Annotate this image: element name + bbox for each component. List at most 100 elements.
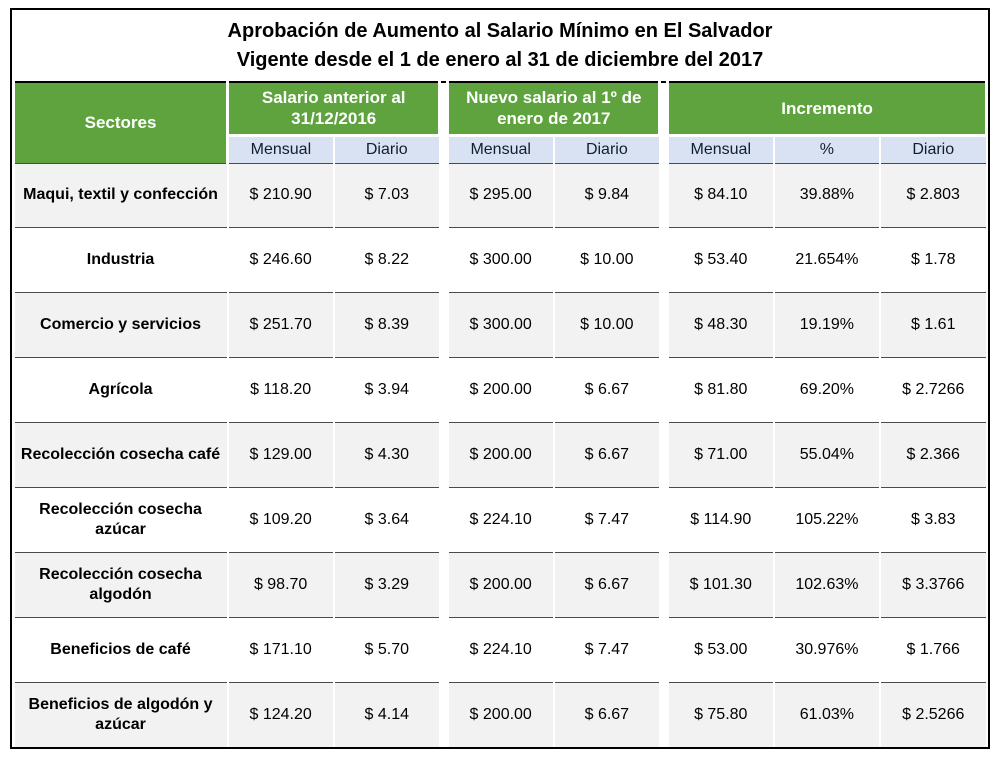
cell-anterior-mensual: $ 118.20: [226, 357, 335, 423]
cell-nuevo-mensual: $ 200.00: [446, 552, 555, 618]
cell-incremento-diario: $ 3.83: [878, 487, 988, 553]
column-spacer: [439, 682, 448, 747]
cell-incremento-diario: $ 2.366: [878, 422, 988, 488]
cell-anterior-mensual: $ 109.20: [226, 487, 335, 553]
cell-anterior-mensual: $ 124.20: [226, 682, 335, 747]
column-spacer: [439, 552, 448, 618]
sector-name: Comercio y servicios: [12, 292, 229, 359]
title-row: Aprobación de Aumento al Salario Mínimo …: [13, 10, 987, 83]
column-spacer: [659, 163, 668, 228]
cell-anterior-mensual: $ 246.60: [226, 227, 335, 294]
subheader-incremento-mensual: Mensual: [666, 135, 775, 164]
cell-nuevo-diario: $ 10.00: [552, 227, 661, 294]
cell-nuevo-mensual: $ 200.00: [446, 682, 555, 747]
table-row: Recolección cosecha algodón $ 98.70 $ 3.…: [12, 552, 988, 618]
sector-name: Beneficios de algodón y azúcar: [12, 682, 229, 747]
cell-nuevo-diario: $ 10.00: [552, 292, 661, 359]
sector-name: Recolección cosecha algodón: [12, 552, 229, 618]
cell-incremento-diario: $ 3.3766: [878, 552, 988, 618]
table-row: Maqui, textil y confección $ 210.90 $ 7.…: [12, 163, 988, 229]
cell-incremento-pct: 61.03%: [772, 682, 881, 747]
column-spacer: [439, 617, 448, 682]
subheader-incremento-pct: %: [772, 135, 881, 164]
table-row: Recolección cosecha azúcar $ 109.20 $ 3.…: [12, 487, 988, 553]
cell-nuevo-mensual: $ 224.10: [446, 617, 555, 683]
cell-incremento-diario: $ 1.61: [878, 292, 988, 359]
cell-incremento-mensual: $ 84.10: [666, 163, 775, 229]
header-sectores: Sectores: [11, 82, 230, 164]
cell-nuevo-mensual: $ 224.10: [446, 487, 555, 553]
cell-nuevo-mensual: $ 300.00: [446, 227, 555, 294]
cell-anterior-mensual: $ 251.70: [226, 292, 335, 359]
table-title: Aprobación de Aumento al Salario Mínimo …: [13, 10, 987, 83]
sector-name: Industria: [12, 227, 229, 294]
group-header-row: Sectores Salario anterior al 31/12/2016 …: [11, 82, 988, 164]
table-row: Recolección cosecha café $ 129.00 $ 4.30…: [12, 422, 988, 488]
header-incremento: Incremento: [666, 82, 988, 137]
cell-incremento-mensual: $ 71.00: [666, 422, 775, 488]
cell-anterior-diario: $ 8.22: [332, 227, 441, 294]
header-salario-anterior: Salario anterior al 31/12/2016: [226, 82, 442, 137]
salary-table: Aprobación de Aumento al Salario Mínimo …: [11, 10, 988, 747]
cell-anterior-mensual: $ 129.00: [226, 422, 335, 488]
column-spacer: [439, 357, 448, 423]
cell-anterior-diario: $ 4.14: [332, 682, 441, 747]
cell-incremento-pct: 102.63%: [772, 552, 881, 618]
column-spacer: [659, 682, 668, 747]
table-frame: Aprobación de Aumento al Salario Mínimo …: [10, 8, 990, 749]
cell-incremento-pct: 55.04%: [772, 422, 881, 488]
table-row: Comercio y servicios $ 251.70 $ 8.39 $ 3…: [12, 292, 988, 359]
cell-incremento-pct: 105.22%: [772, 487, 881, 553]
title-line-1: Aprobación de Aumento al Salario Mínimo …: [227, 19, 773, 42]
cell-anterior-diario: $ 3.29: [332, 552, 441, 618]
cell-incremento-pct: 30.976%: [772, 617, 881, 683]
cell-anterior-diario: $ 7.03: [332, 163, 441, 229]
sector-name: Recolección cosecha azúcar: [12, 487, 229, 553]
column-spacer: [439, 487, 448, 553]
title-line-2: Vigente desde el 1 de enero al 31 de dic…: [236, 48, 764, 71]
cell-incremento-diario: $ 2.7266: [878, 357, 988, 423]
cell-nuevo-diario: $ 6.67: [552, 357, 661, 423]
cell-nuevo-diario: $ 6.67: [552, 682, 661, 747]
table-row: Beneficios de café $ 171.10 $ 5.70 $ 224…: [12, 617, 988, 683]
cell-anterior-mensual: $ 171.10: [226, 617, 335, 683]
column-spacer: [659, 82, 668, 163]
cell-incremento-diario: $ 1.766: [878, 617, 988, 683]
column-spacer: [439, 163, 448, 228]
header-nuevo-salario: Nuevo salario al 1º de enero de 2017: [446, 82, 662, 137]
cell-nuevo-mensual: $ 200.00: [446, 357, 555, 423]
column-spacer: [439, 82, 448, 163]
cell-incremento-mensual: $ 53.40: [666, 227, 775, 294]
column-spacer: [439, 227, 448, 293]
sector-name: Maqui, textil y confección: [12, 163, 229, 229]
column-spacer: [659, 227, 668, 293]
cell-incremento-pct: 19.19%: [772, 292, 881, 359]
cell-incremento-mensual: $ 48.30: [666, 292, 775, 359]
cell-nuevo-diario: $ 6.67: [552, 422, 661, 488]
column-spacer: [659, 617, 668, 682]
table-header: Aprobación de Aumento al Salario Mínimo …: [11, 10, 988, 164]
subheader-anterior-diario: Diario: [332, 135, 441, 164]
cell-nuevo-diario: $ 7.47: [552, 617, 661, 683]
cell-incremento-pct: 21.654%: [772, 227, 881, 294]
cell-incremento-mensual: $ 53.00: [666, 617, 775, 683]
subheader-anterior-mensual: Mensual: [226, 135, 335, 164]
subheader-incremento-diario: Diario: [878, 135, 988, 164]
sub-header-row: Mensual Diario Mensual Diario Mensual % …: [14, 135, 988, 164]
column-spacer: [439, 422, 448, 488]
cell-nuevo-mensual: $ 300.00: [446, 292, 555, 359]
column-spacer: [439, 292, 448, 358]
cell-anterior-mensual: $ 98.70: [226, 552, 335, 618]
column-spacer: [659, 357, 668, 423]
cell-anterior-diario: $ 4.30: [332, 422, 441, 488]
cell-anterior-diario: $ 3.94: [332, 357, 441, 423]
subheader-nuevo-diario: Diario: [552, 135, 661, 164]
cell-incremento-mensual: $ 75.80: [666, 682, 775, 747]
cell-incremento-mensual: $ 81.80: [666, 357, 775, 423]
sector-name: Agrícola: [12, 357, 229, 423]
column-spacer: [659, 552, 668, 618]
cell-nuevo-mensual: $ 295.00: [446, 163, 555, 229]
column-spacer: [659, 422, 668, 488]
sector-name: Beneficios de café: [12, 617, 229, 683]
